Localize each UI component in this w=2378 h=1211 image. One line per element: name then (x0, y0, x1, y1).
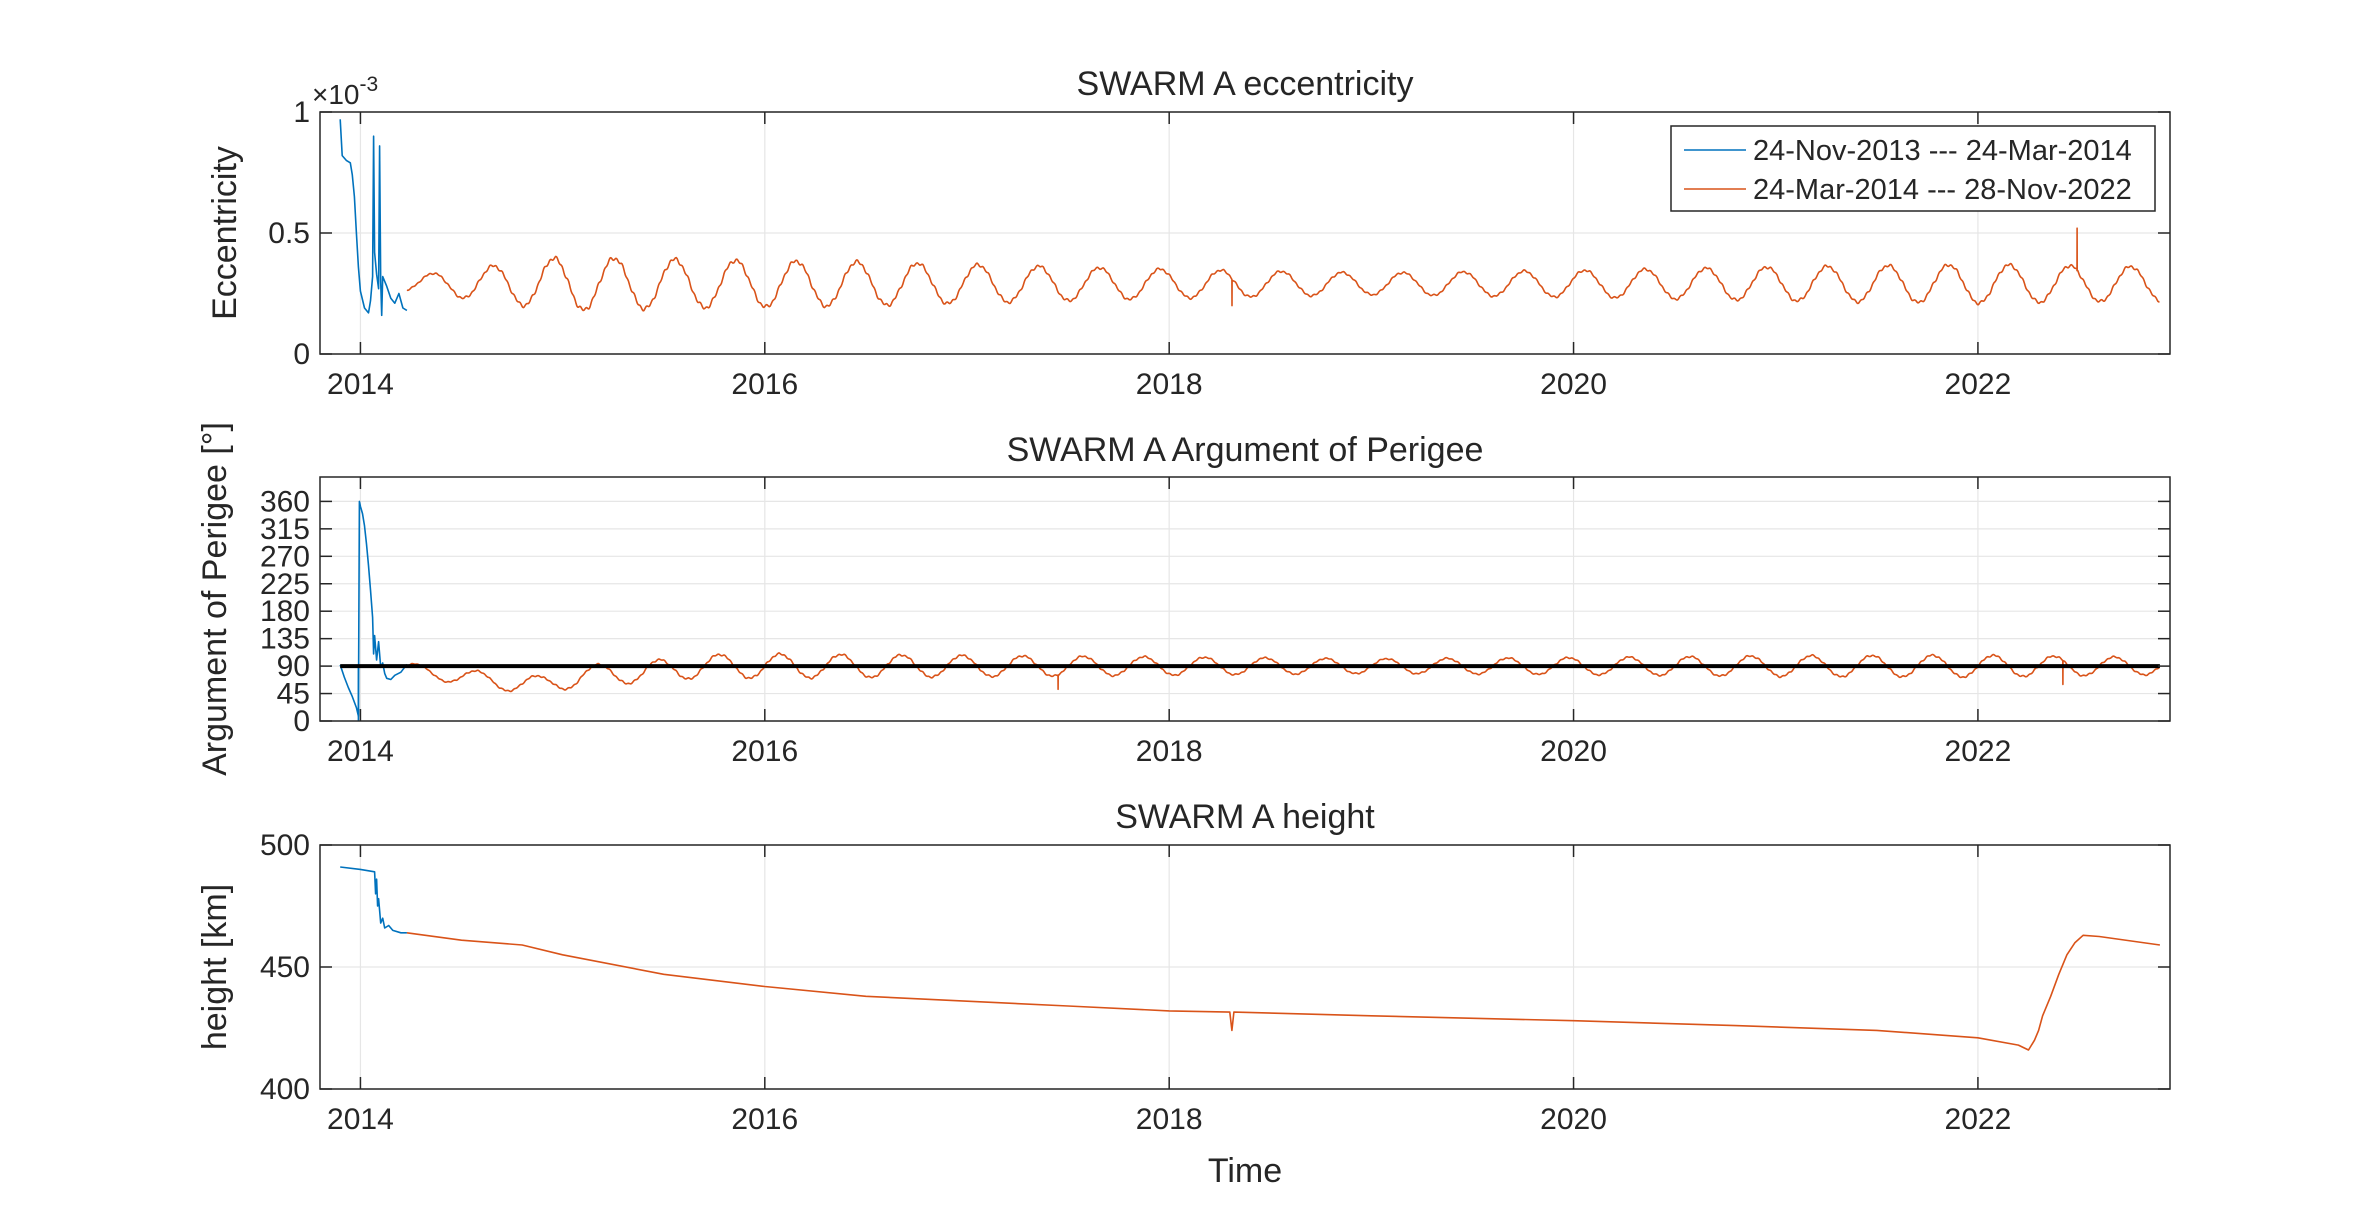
legend-label-series1: 24-Nov-2013 --- 24-Mar-2014 (1753, 135, 2132, 167)
y-tick-label: 0 (293, 338, 310, 371)
x-tick-label: 2020 (1540, 735, 1607, 768)
x-tick-label: 2014 (327, 368, 394, 401)
x-tick-label: 2016 (731, 735, 798, 768)
y-tick-label: 315 (260, 513, 310, 546)
y-tick-label: 360 (260, 485, 310, 518)
y-tick-label: 0.5 (268, 217, 310, 250)
x-tick-label: 2020 (1540, 1103, 1607, 1136)
y-tick-label: 450 (260, 951, 310, 984)
x-tick-label: 2022 (1945, 735, 2012, 768)
eccentricity-tick-labels: 2014 2016 2018 2020 2022 0 0.5 1 (268, 96, 2170, 401)
series-line-2 (406, 932, 2161, 1051)
y-tick-label: 90 (277, 650, 310, 683)
x-tick-label: 2018 (1136, 1103, 1203, 1136)
perigee-axes: 2014 2016 2018 2020 2022 04590135180225270315… (196, 422, 2171, 776)
x-tick-label: 2018 (1136, 735, 1203, 768)
height-axes: 2014 2016 2018 2020 2022 400 450 500 SWARM A he… (196, 798, 2171, 1190)
exponent-base: ×10 (312, 79, 360, 110)
x-tick-label: 2016 (731, 1103, 798, 1136)
exponent-power: -3 (360, 73, 379, 96)
series-line-2 (406, 227, 2160, 312)
x-tick-label: 2016 (731, 368, 798, 401)
eccentricity-y-exponent-label: ×10-3 (312, 73, 378, 110)
y-tick-label: 225 (260, 568, 310, 601)
x-tick-label: 2014 (327, 735, 394, 768)
perigee-tick-labels: 2014 2016 2018 2020 2022 04590135180225270315… (260, 477, 2170, 768)
height-title: SWARM A height (1115, 798, 1375, 836)
perigee-title: SWARM A Argument of Perigee (1007, 431, 1484, 469)
x-tick-label: 2022 (1945, 368, 2012, 401)
perigee-plot-area (320, 477, 2170, 721)
y-tick-label: 500 (260, 829, 310, 862)
eccentricity-series-group (339, 119, 2160, 317)
x-tick-label: 2020 (1540, 368, 1607, 401)
x-tick-label: 2022 (1945, 1103, 2012, 1136)
y-tick-label: 270 (260, 540, 310, 573)
perigee-y-axis-label: Argument of Perigee [°] (196, 422, 234, 776)
eccentricity-y-axis-label: Eccentricity (206, 146, 244, 320)
x-tick-label: 2018 (1136, 368, 1203, 401)
y-tick-label: 45 (277, 678, 310, 711)
y-tick-label: 180 (260, 595, 310, 628)
y-tick-label: 135 (260, 623, 310, 656)
eccentricity-axes: 2014 2016 2018 2020 2022 0 0.5 1 SWARM A eccent… (206, 65, 2171, 401)
height-y-axis-label: height [km] (196, 884, 234, 1050)
x-tick-label: 2014 (327, 1103, 394, 1136)
y-tick-label: 0 (293, 705, 310, 738)
eccentricity-legend: 24-Nov-2013 --- 24-Mar-2014 24-Mar-2014 … (1670, 125, 2156, 212)
y-tick-label: 400 (260, 1073, 310, 1106)
series-line-1 (339, 119, 408, 317)
perigee-axes-frame (319, 476, 2171, 722)
legend-box (1670, 125, 2156, 212)
perigee-series-group (339, 500, 2161, 721)
height-series-group (340, 866, 2161, 1051)
y-tick-label: 1 (293, 96, 310, 129)
series-line-1 (340, 866, 407, 934)
series-line-2 (406, 652, 2161, 693)
x-axis-label: Time (1208, 1152, 1282, 1190)
eccentricity-title: SWARM A eccentricity (1077, 65, 1414, 103)
height-tick-labels: 2014 2016 2018 2020 2022 400 450 500 (260, 829, 2170, 1136)
series-line-1 (339, 500, 408, 717)
legend-label-series2: 24-Mar-2014 --- 28-Nov-2022 (1753, 174, 2132, 206)
